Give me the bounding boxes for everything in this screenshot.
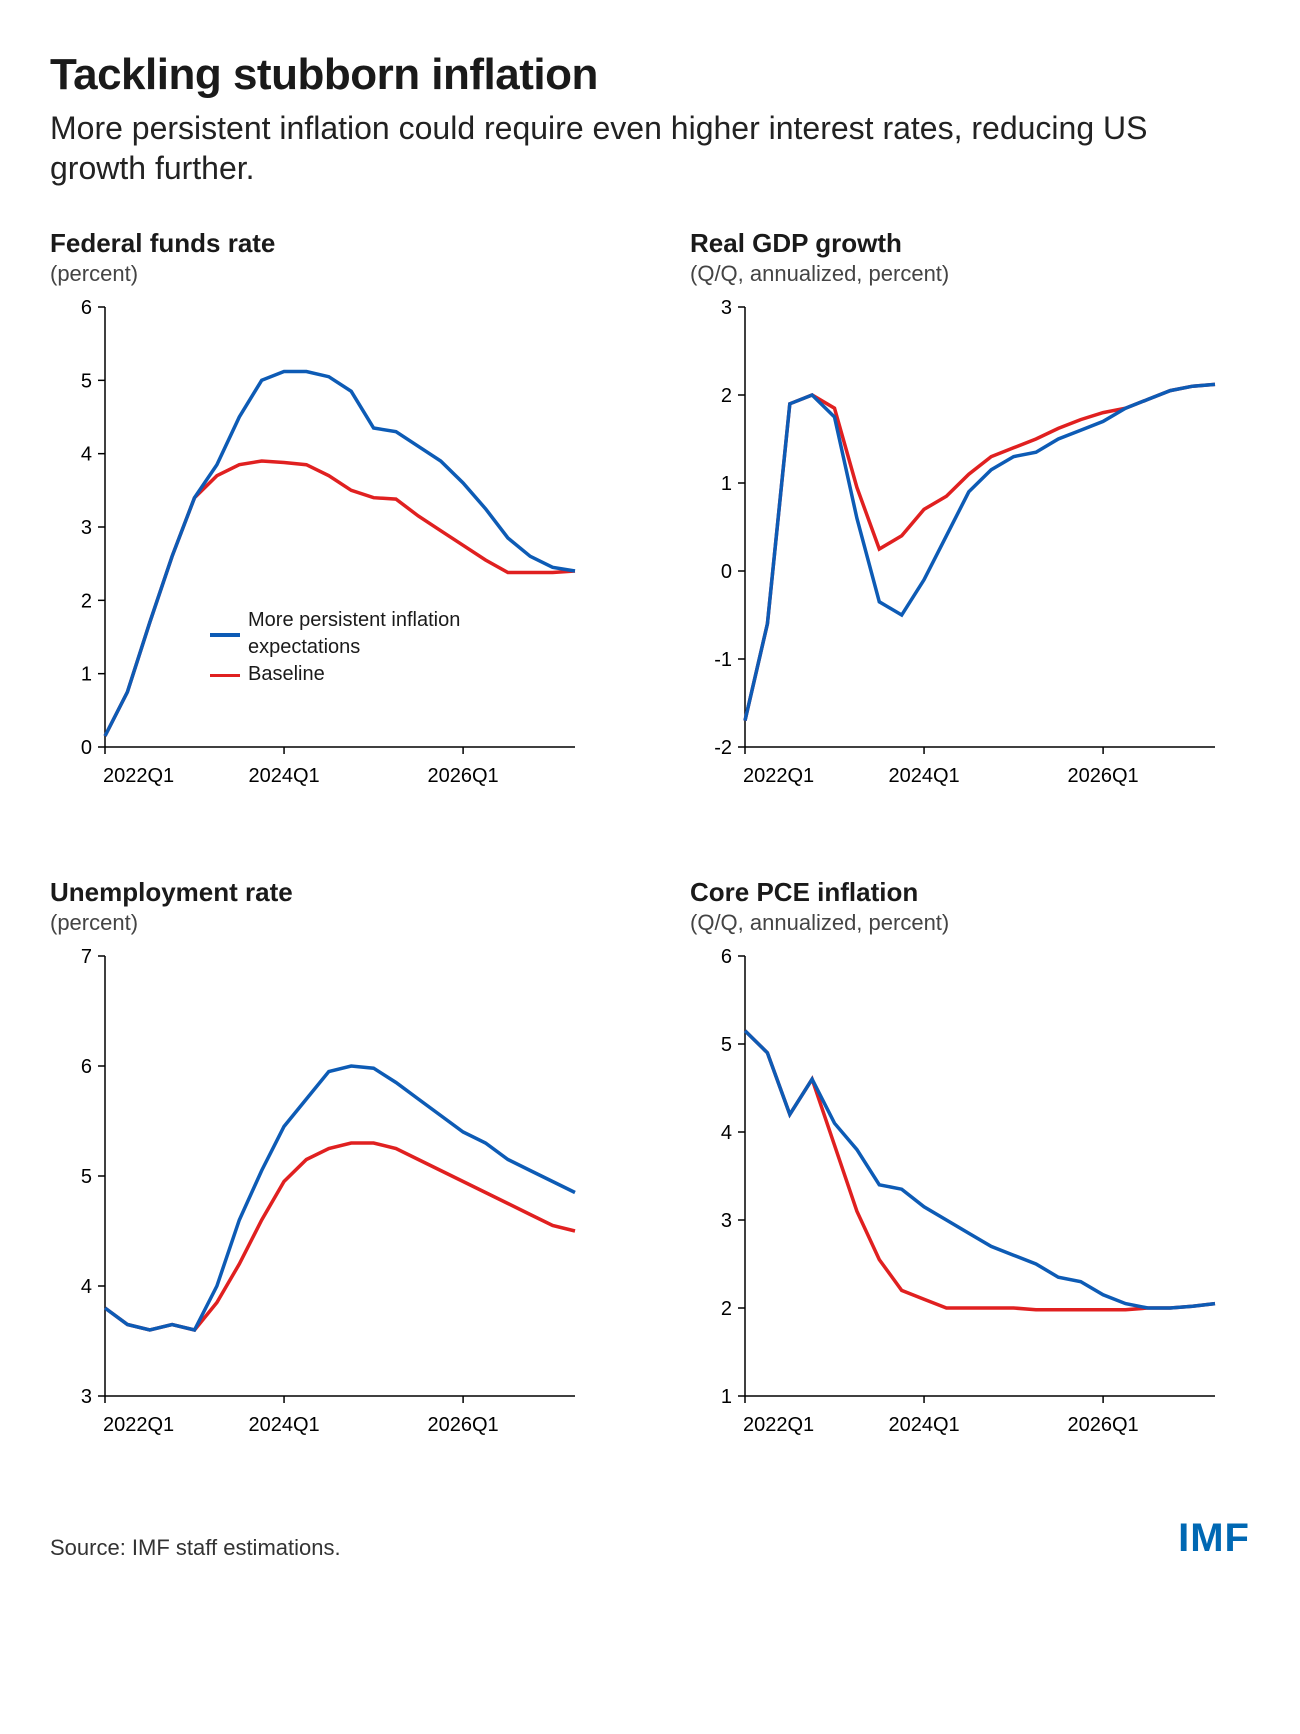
svg-text:6: 6: [81, 297, 92, 319]
svg-text:1: 1: [721, 473, 732, 495]
chart-area: 0 1 2 3 4 5 6 2022Q1 2024Q1 2026Q1 More persistent…: [50, 297, 590, 817]
svg-text:4: 4: [81, 444, 92, 466]
legend-label: More persistent inflation expectations: [248, 607, 460, 661]
legend-item-baseline: Baseline: [210, 661, 460, 688]
source-text: Source: IMF staff estimations.: [50, 1535, 341, 1561]
series-baseline: [745, 384, 1215, 720]
svg-text:3: 3: [721, 1210, 732, 1232]
svg-text:3: 3: [81, 1386, 92, 1408]
panel-title: Federal funds rate: [50, 228, 610, 259]
legend-swatch: [210, 674, 240, 678]
svg-text:2022Q1: 2022Q1: [103, 765, 174, 787]
svg-text:4: 4: [721, 1122, 732, 1144]
series-persistent: [745, 1031, 1215, 1308]
svg-text:7: 7: [81, 946, 92, 968]
svg-text:1: 1: [721, 1386, 732, 1408]
svg-text:2026Q1: 2026Q1: [1068, 765, 1139, 787]
chart-panel-unemp: Unemployment rate(percent) 3 4 5 6 7 2022Q1 202…: [50, 877, 610, 1466]
svg-text:0: 0: [81, 737, 92, 759]
svg-text:4: 4: [81, 1276, 92, 1298]
svg-text:2: 2: [721, 385, 732, 407]
chart-panel-gdp: Real GDP growth(Q/Q, annualized, percent…: [690, 228, 1250, 817]
svg-text:2024Q1: 2024Q1: [888, 765, 959, 787]
svg-text:2024Q1: 2024Q1: [248, 1414, 319, 1436]
footer: Source: IMF staff estimations. IMF: [50, 1516, 1250, 1561]
panel-title: Core PCE inflation: [690, 877, 1250, 908]
chart-panel-ffr: Federal funds rate(percent) 0 1 2 3 4 5 6 2022Q1…: [50, 228, 610, 817]
main-title: Tackling stubborn inflation: [50, 50, 1250, 100]
svg-text:2026Q1: 2026Q1: [428, 765, 499, 787]
svg-text:2022Q1: 2022Q1: [743, 765, 814, 787]
panel-title: Real GDP growth: [690, 228, 1250, 259]
series-persistent: [745, 384, 1215, 720]
panel-units: (Q/Q, annualized, percent): [690, 261, 1250, 287]
series-persistent: [105, 1066, 575, 1330]
svg-text:2022Q1: 2022Q1: [103, 1414, 174, 1436]
panel-units: (Q/Q, annualized, percent): [690, 910, 1250, 936]
chart-area: -2 -1 0 1 2 3 2022Q1 2024Q1 2026Q1: [690, 297, 1230, 817]
imf-logo: IMF: [1178, 1516, 1250, 1561]
svg-text:-1: -1: [714, 649, 732, 671]
svg-text:5: 5: [81, 1166, 92, 1188]
svg-text:2024Q1: 2024Q1: [888, 1414, 959, 1436]
header: Tackling stubborn inflation More persist…: [50, 50, 1250, 188]
panel-title: Unemployment rate: [50, 877, 610, 908]
series-baseline: [745, 1031, 1215, 1310]
svg-text:5: 5: [81, 370, 92, 392]
chart-grid: Federal funds rate(percent)01234562022Q1…: [50, 228, 1250, 1466]
svg-text:1: 1: [81, 664, 92, 686]
legend-swatch: [210, 633, 240, 637]
svg-text:2024Q1: 2024Q1: [248, 765, 319, 787]
svg-text:-2: -2: [714, 737, 732, 759]
svg-text:5: 5: [721, 1034, 732, 1056]
series-baseline: [105, 1143, 575, 1330]
svg-text:3: 3: [721, 297, 732, 319]
panel-units: (percent): [50, 910, 610, 936]
panel-units: (percent): [50, 261, 610, 287]
svg-text:2026Q1: 2026Q1: [1068, 1414, 1139, 1436]
svg-text:2026Q1: 2026Q1: [428, 1414, 499, 1436]
subtitle: More persistent inflation could require …: [50, 108, 1150, 188]
svg-text:6: 6: [721, 946, 732, 968]
chart-panel-pce: Core PCE inflation(Q/Q, annualized, perc…: [690, 877, 1250, 1466]
svg-text:0: 0: [721, 561, 732, 583]
chart-area: 1 2 3 4 5 6 2022Q1 2024Q1 2026Q1: [690, 946, 1230, 1466]
svg-text:3: 3: [81, 517, 92, 539]
svg-text:6: 6: [81, 1056, 92, 1078]
chart-area: 3 4 5 6 7 2022Q1 2024Q1 2026Q1: [50, 946, 590, 1466]
svg-text:2: 2: [81, 590, 92, 612]
series-baseline: [105, 461, 575, 736]
svg-text:2022Q1: 2022Q1: [743, 1414, 814, 1436]
legend-label: Baseline: [248, 661, 325, 688]
legend-item-persistent: More persistent inflation expectations: [210, 607, 460, 661]
legend: More persistent inflation expectationsBa…: [210, 607, 460, 688]
svg-text:2: 2: [721, 1298, 732, 1320]
